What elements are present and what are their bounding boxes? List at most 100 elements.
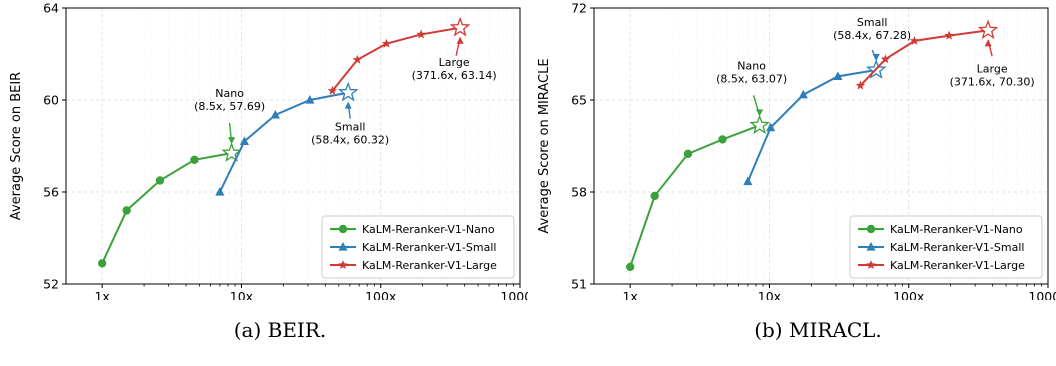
large-point <box>416 29 426 39</box>
legend-swatch-marker <box>866 224 876 234</box>
y-tick-label: 58 <box>571 185 587 200</box>
series-nano <box>97 142 242 268</box>
nano-point <box>155 176 165 185</box>
miracl-chart: 1x10x100x1000x51586572Relative Cost (log… <box>528 0 1056 301</box>
annotation-text: Nano <box>737 59 766 72</box>
annotation-text: Nano <box>215 87 244 100</box>
y-axis-label: Average Score on BEIR <box>9 72 24 220</box>
small-point <box>766 122 776 132</box>
large-annotation: Large(371.6x, 70.30) <box>950 39 1035 88</box>
annotation-text: (8.5x, 57.69) <box>194 100 265 113</box>
large-highlight-star <box>977 19 999 40</box>
beir-caption: (a) BEIR. <box>233 318 327 342</box>
series-large <box>327 16 471 95</box>
nano-point <box>683 149 693 159</box>
annotation-text: (371.6x, 70.30) <box>950 75 1035 88</box>
nano-point <box>97 259 107 268</box>
nano-annotation: Nano(8.5x, 57.69) <box>194 87 265 145</box>
plot-frame <box>593 7 1049 285</box>
annotation-arrowhead <box>344 101 352 109</box>
large-point <box>327 85 338 95</box>
large-point <box>381 38 392 48</box>
annotation-arrowhead <box>228 137 236 145</box>
small-annotation: Small(58.4x, 67.28) <box>833 16 911 62</box>
large-point <box>855 80 866 90</box>
y-tick-label: 52 <box>43 277 59 292</box>
legend-box <box>849 215 1043 279</box>
miracl-caption: (b) MIRACL. <box>754 318 882 342</box>
x-tick-label: 1x <box>94 289 109 300</box>
y-tick-label: 65 <box>571 93 587 108</box>
annotation-text: (8.5x, 63.07) <box>716 72 787 85</box>
legend-label-large: KaLM-Reranker-V1-Large <box>890 259 1025 272</box>
nano-point <box>190 155 199 164</box>
annotation-text: (58.4x, 60.32) <box>311 134 389 147</box>
legend-box <box>321 215 515 279</box>
annotation-text: Large <box>439 56 470 69</box>
small-line <box>746 69 877 182</box>
annotation-text: Small <box>335 121 366 134</box>
annotation-arrowhead <box>872 54 880 62</box>
large-point <box>909 35 920 45</box>
large-annotation: Large(371.6x, 63.14) <box>412 36 497 82</box>
small-point <box>833 71 843 80</box>
x-tick-label: 1000x <box>1028 289 1056 300</box>
y-axis-label: Average Score on MIRACLE <box>537 58 552 233</box>
y-tick-label: 56 <box>43 185 59 200</box>
small-point <box>798 89 808 99</box>
legend-label-nano: KaLM-Reranker-V1-Nano <box>362 223 495 236</box>
legend-swatch-marker <box>338 242 348 251</box>
x-tick-label: 100x <box>893 289 924 300</box>
y-tick-label: 72 <box>571 1 587 16</box>
beir-chart-svg: 1x10x100x1000x52566064Relative Cost (log… <box>9 1 528 301</box>
annotation-arrowhead <box>456 36 464 44</box>
legend: KaLM-Reranker-V1-Nano KaLM-Reranker-V1-Sm… <box>321 215 515 279</box>
y-tick-label: 60 <box>43 93 59 108</box>
legend-swatch-marker <box>338 224 348 234</box>
x-tick-label: 10x <box>230 289 253 300</box>
miracl-chart-svg: 1x10x100x1000x51586572Relative Cost (log… <box>537 1 1056 301</box>
annotation-text: (371.6x, 63.14) <box>412 69 497 82</box>
legend-swatch-marker <box>866 260 876 270</box>
large-point <box>352 54 363 64</box>
series-nano <box>625 114 770 272</box>
nano-highlight-star <box>221 142 242 162</box>
x-tick-label: 100x <box>365 289 396 300</box>
legend-label-nano: KaLM-Reranker-V1-Nano <box>890 223 1023 236</box>
small-point <box>270 109 280 119</box>
nano-point <box>625 262 635 272</box>
nano-point <box>718 135 727 144</box>
nano-line <box>629 124 760 268</box>
nano-line <box>101 152 232 264</box>
legend-label-small: KaLM-Reranker-V1-Small <box>362 241 496 254</box>
small-annotation: Small(58.4x, 60.32) <box>311 101 389 147</box>
large-highlight-star <box>449 16 471 37</box>
legend-swatch-marker <box>866 242 876 251</box>
nano-point <box>650 191 659 201</box>
legend-swatch-marker <box>338 260 348 270</box>
beir-chart: 1x10x100x1000x52566064Relative Cost (log… <box>0 0 528 301</box>
legend: KaLM-Reranker-V1-Nano KaLM-Reranker-V1-Sm… <box>849 215 1043 279</box>
small-point <box>239 136 249 145</box>
y-tick-label: 64 <box>43 1 59 16</box>
series-small <box>215 81 359 196</box>
series-large <box>855 19 999 90</box>
legend-label-small: KaLM-Reranker-V1-Small <box>890 241 1024 254</box>
large-point <box>944 30 954 40</box>
annotation-text: Small <box>857 16 888 29</box>
legend-label-large: KaLM-Reranker-V1-Large <box>362 259 497 272</box>
x-tick-label: 1000x <box>500 289 528 300</box>
x-tick-label: 10x <box>758 289 781 300</box>
small-point <box>215 187 225 196</box>
annotation-text: (58.4x, 67.28) <box>833 29 911 42</box>
small-highlight-star <box>337 81 359 102</box>
large-point <box>880 54 891 64</box>
nano-annotation: Nano(8.5x, 63.07) <box>716 59 787 117</box>
nano-highlight-star <box>749 114 770 135</box>
annotation-arrowhead <box>984 39 992 47</box>
x-tick-label: 1x <box>622 289 637 300</box>
plot-frame <box>65 7 521 285</box>
annotation-arrowhead <box>756 109 764 117</box>
small-point <box>305 95 315 104</box>
nano-point <box>122 206 131 215</box>
